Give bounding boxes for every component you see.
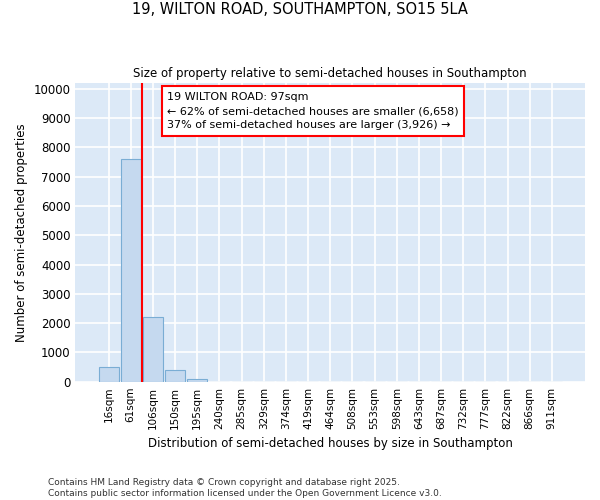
- Bar: [98, 367, 119, 382]
- X-axis label: Distribution of semi-detached houses by size in Southampton: Distribution of semi-detached houses by …: [148, 437, 512, 450]
- Text: Contains HM Land Registry data © Crown copyright and database right 2025.
Contai: Contains HM Land Registry data © Crown c…: [48, 478, 442, 498]
- Text: 19, WILTON ROAD, SOUTHAMPTON, SO15 5LA: 19, WILTON ROAD, SOUTHAMPTON, SO15 5LA: [132, 2, 468, 18]
- Bar: [143, 318, 163, 382]
- Bar: [121, 159, 140, 382]
- Y-axis label: Number of semi-detached properties: Number of semi-detached properties: [15, 123, 28, 342]
- Bar: [165, 370, 185, 382]
- Bar: [187, 379, 207, 382]
- Text: 19 WILTON ROAD: 97sqm
← 62% of semi-detached houses are smaller (6,658)
37% of s: 19 WILTON ROAD: 97sqm ← 62% of semi-deta…: [167, 92, 459, 130]
- Title: Size of property relative to semi-detached houses in Southampton: Size of property relative to semi-detach…: [133, 68, 527, 80]
